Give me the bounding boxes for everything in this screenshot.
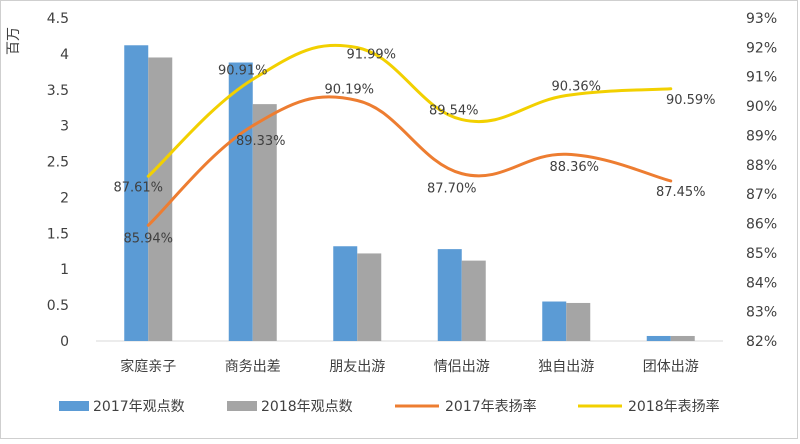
x-category-label: 商务出差	[225, 359, 281, 375]
data-label-2017: 90.19%	[324, 83, 374, 98]
y-left-tick-label: 0	[60, 334, 69, 350]
y-right-tick-label: 82%	[746, 334, 777, 350]
y-left-tick-label: 4.5	[47, 11, 69, 27]
x-category-label: 情侣出游	[434, 359, 490, 375]
y-right-tick-label: 85%	[746, 246, 777, 262]
y-left-tick-label: 0.5	[47, 298, 69, 314]
bar-2017	[437, 249, 462, 341]
legend-label: 2018年观点数	[261, 399, 353, 415]
y-right-tick-label: 89%	[746, 128, 777, 144]
y-right-tick-label: 92%	[746, 40, 777, 56]
y-right-tick-label: 90%	[746, 99, 777, 115]
y-right-tick-label: 86%	[746, 217, 777, 233]
y-right-tick-label: 84%	[746, 275, 777, 291]
data-label-2017: 85.94%	[123, 231, 173, 246]
legend-label: 2017年观点数	[93, 399, 185, 415]
x-category-label: 团体出游	[643, 359, 699, 375]
bar-2018	[670, 335, 695, 341]
y-left-tick-label: 4	[60, 47, 69, 63]
data-label-2018: 89.54%	[429, 104, 479, 119]
y-left-tick-label: 2.5	[47, 155, 69, 171]
x-category-label: 朋友出游	[329, 359, 385, 375]
y-left-tick-label: 3	[60, 119, 69, 135]
bar-2017	[124, 45, 149, 342]
y-right-tick-label: 93%	[746, 11, 777, 27]
y-right-tick-label: 91%	[746, 70, 777, 86]
line-2018	[146, 43, 673, 178]
legend-label: 2018年表扬率	[628, 398, 720, 415]
y-right-tick-label: 83%	[746, 305, 777, 321]
data-label-2018: 87.61%	[113, 180, 163, 195]
data-label-2017: 88.36%	[549, 160, 599, 175]
y-left-tick-label: 2	[60, 190, 69, 206]
legend-swatch-bar	[59, 401, 89, 411]
data-label-2017: 87.45%	[656, 185, 706, 200]
y-left-tick-label: 1.5	[47, 226, 69, 242]
bar-2018	[357, 253, 382, 341]
x-category-label: 独自出游	[538, 359, 594, 375]
bar-2017	[333, 246, 358, 341]
x-category-label: 家庭亲子	[120, 358, 176, 375]
data-label-2018: 90.59%	[666, 93, 716, 108]
data-label-2018: 90.91%	[218, 63, 268, 78]
bar-2018	[252, 104, 277, 341]
y-right-tick-label: 88%	[746, 158, 777, 174]
legend-swatch-bar	[227, 401, 257, 411]
data-label-2017: 89.33%	[236, 134, 286, 149]
y-left-tick-label: 3.5	[47, 83, 69, 99]
bar-2018	[566, 302, 591, 341]
data-label-2017: 87.70%	[427, 182, 477, 197]
bar-2018	[461, 260, 486, 341]
bar-2018	[148, 57, 173, 341]
y-right-tick-label: 87%	[746, 187, 777, 203]
legend-label: 2017年表扬率	[445, 398, 537, 415]
data-label-2018: 91.99%	[346, 48, 396, 63]
y-left-tick-label: 1	[60, 262, 69, 278]
data-label-2018: 90.36%	[551, 80, 601, 95]
bar-2017	[646, 335, 671, 341]
bar-2017	[228, 62, 253, 341]
bar-2017	[542, 301, 567, 341]
line-2017	[146, 95, 673, 227]
y-left-unit-label: 百万	[6, 27, 22, 55]
